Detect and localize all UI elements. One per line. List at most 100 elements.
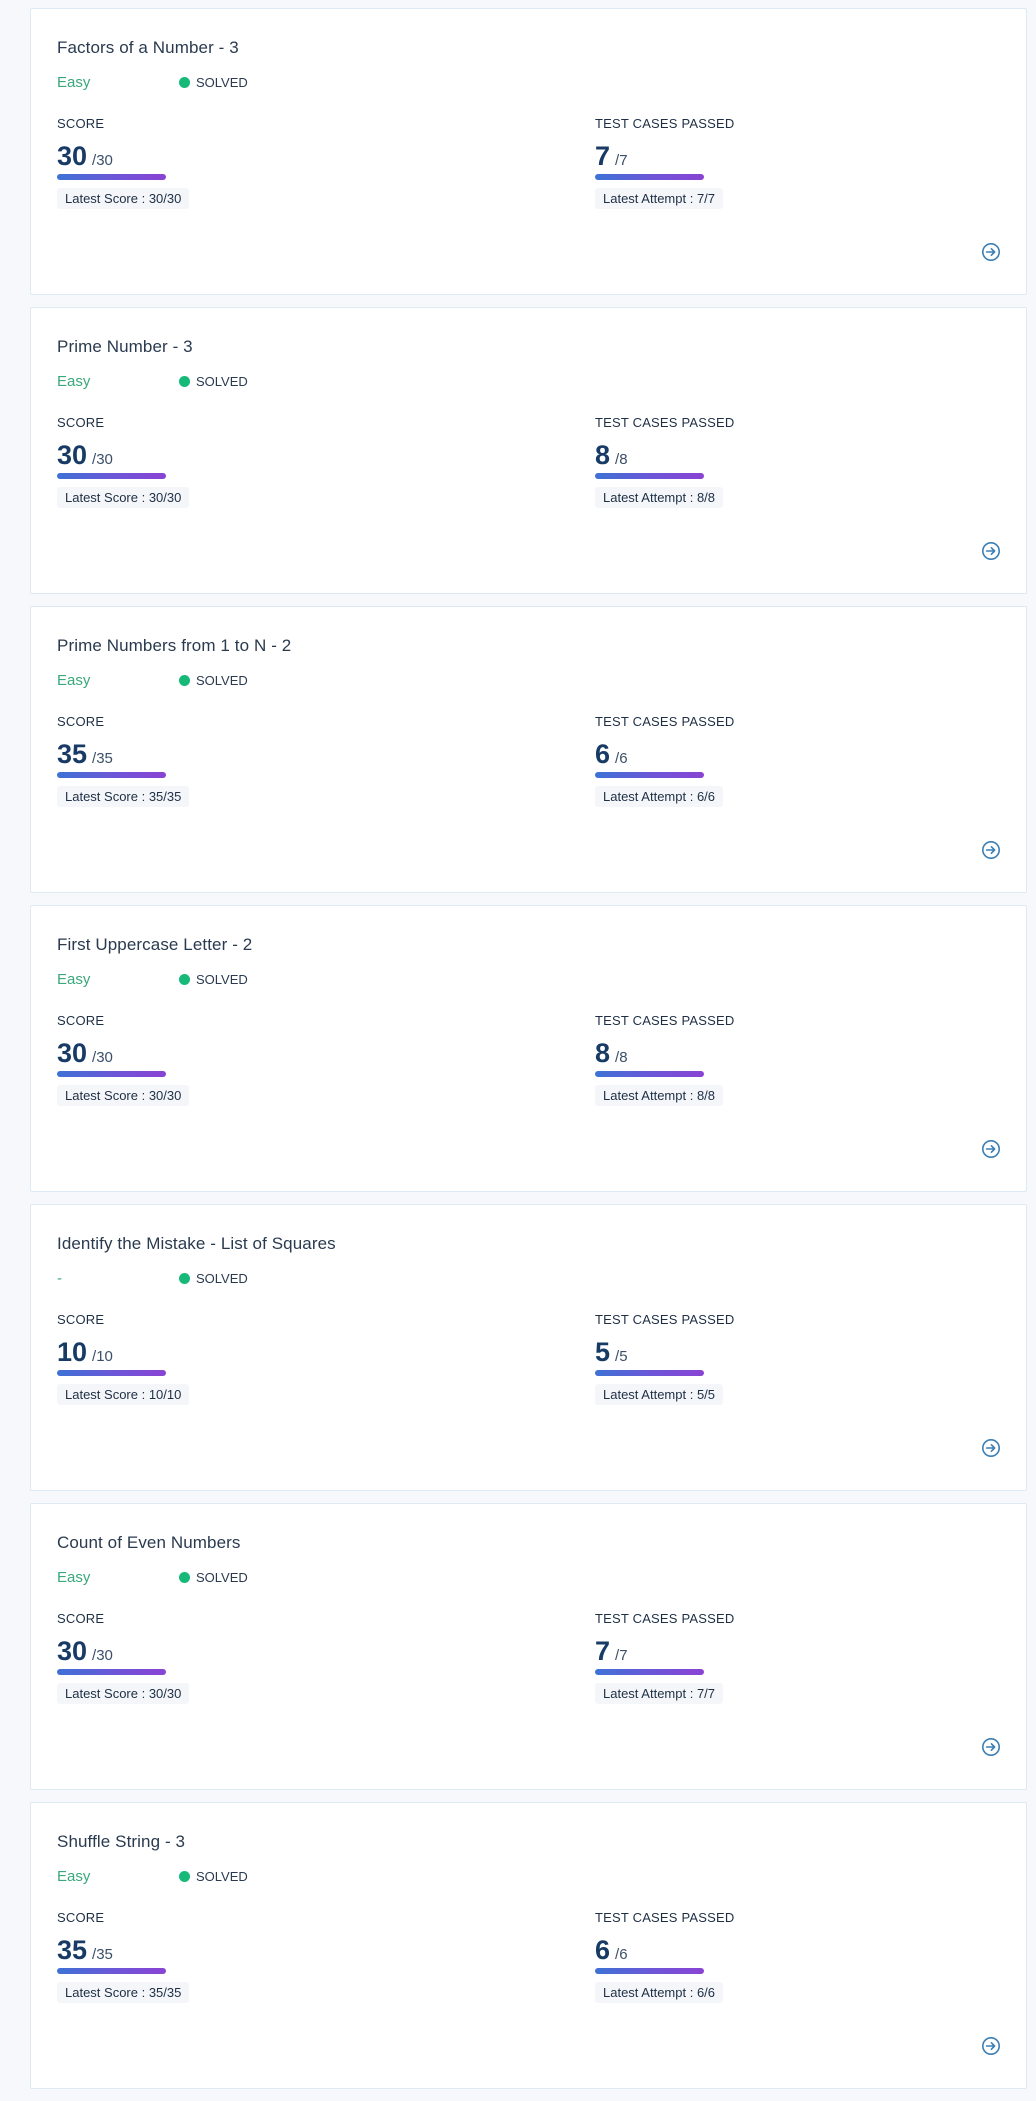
difficulty-label: Easy xyxy=(57,672,91,689)
tests-metric: TEST CASES PASSED 7 /7 Latest Attempt : … xyxy=(595,116,734,209)
arrow-circle-right-icon[interactable] xyxy=(981,1737,1001,1757)
tests-value-row: 7 /7 xyxy=(595,141,734,172)
score-metric: SCORE 35 /35 Latest Score : 35/35 xyxy=(57,714,190,807)
score-progress-bar xyxy=(57,1968,166,1974)
score-value: 35 xyxy=(57,739,88,769)
solved-dot-icon xyxy=(179,376,190,387)
status-text: SOLVED xyxy=(196,1570,248,1585)
tests-value-row: 8 /8 xyxy=(595,1038,734,1069)
score-max: /30 xyxy=(92,451,113,468)
arrow-circle-right-icon[interactable] xyxy=(981,242,1001,262)
tests-metric: TEST CASES PASSED 8 /8 Latest Attempt : … xyxy=(595,1013,734,1106)
score-value: 35 xyxy=(57,1935,88,1965)
difficulty-label: Easy xyxy=(57,74,91,91)
score-label: SCORE xyxy=(57,1013,105,1028)
tests-value-row: 6 /6 xyxy=(595,739,734,770)
difficulty-label: - xyxy=(57,1270,62,1287)
score-max: /35 xyxy=(92,750,113,767)
tests-max: /8 xyxy=(615,451,628,468)
problem-title[interactable]: Shuffle String - 3 xyxy=(57,1832,186,1851)
score-max: /10 xyxy=(92,1348,113,1365)
score-max: /30 xyxy=(92,1049,113,1066)
latest-attempt-chip: Latest Attempt : 8/8 xyxy=(595,1085,724,1106)
status-text: SOLVED xyxy=(196,1271,248,1286)
tests-metric: TEST CASES PASSED 8 /8 Latest Attempt : … xyxy=(595,415,734,508)
score-metric: SCORE 35 /35 Latest Score : 35/35 xyxy=(57,1910,190,2003)
problem-card[interactable]: Shuffle String - 3 Easy SOLVED SCORE 35 … xyxy=(30,1802,1027,2089)
latest-attempt-chip: Latest Attempt : 7/7 xyxy=(595,1683,724,1704)
problem-title[interactable]: Count of Even Numbers xyxy=(57,1533,241,1552)
tests-value-row: 6 /6 xyxy=(595,1935,734,1966)
tests-metric: TEST CASES PASSED 6 /6 Latest Attempt : … xyxy=(595,1910,734,2003)
status-badge: SOLVED xyxy=(179,1271,248,1286)
problem-title[interactable]: Prime Number - 3 xyxy=(57,337,193,356)
problem-title[interactable]: Prime Numbers from 1 to N - 2 xyxy=(57,636,292,655)
score-progress-bar xyxy=(57,1370,166,1376)
score-label: SCORE xyxy=(57,1611,105,1626)
tests-value: 8 xyxy=(595,1038,611,1068)
arrow-circle-right-icon[interactable] xyxy=(981,1139,1001,1159)
tests-progress-bar xyxy=(595,1968,704,1974)
arrow-circle-right-icon[interactable] xyxy=(981,2036,1001,2056)
score-metric: SCORE 30 /30 Latest Score : 30/30 xyxy=(57,1611,190,1704)
problem-card[interactable]: Prime Numbers from 1 to N - 2 Easy SOLVE… xyxy=(30,606,1027,893)
tests-value: 6 xyxy=(595,1935,611,1965)
latest-score-chip: Latest Score : 35/35 xyxy=(57,786,190,807)
score-metric: SCORE 30 /30 Latest Score : 30/30 xyxy=(57,415,190,508)
status-badge: SOLVED xyxy=(179,374,248,389)
score-metric: SCORE 30 /30 Latest Score : 30/30 xyxy=(57,116,190,209)
tests-progress-bar xyxy=(595,1370,704,1376)
problem-title[interactable]: First Uppercase Letter - 2 xyxy=(57,935,253,954)
tests-value-row: 5 /5 xyxy=(595,1337,734,1368)
score-progress-bar xyxy=(57,174,166,180)
solved-dot-icon xyxy=(179,1572,190,1583)
problem-card[interactable]: Factors of a Number - 3 Easy SOLVED SCOR… xyxy=(30,8,1027,295)
latest-score-chip: Latest Score : 30/30 xyxy=(57,487,190,508)
tests-value: 6 xyxy=(595,739,611,769)
solved-dot-icon xyxy=(179,974,190,985)
score-value: 30 xyxy=(57,1636,88,1666)
score-value: 10 xyxy=(57,1337,88,1367)
tests-progress-bar xyxy=(595,1669,704,1675)
tests-metric: TEST CASES PASSED 7 /7 Latest Attempt : … xyxy=(595,1611,734,1704)
difficulty-label: Easy xyxy=(57,1569,91,1586)
status-badge: SOLVED xyxy=(179,1570,248,1585)
tests-value: 5 xyxy=(595,1337,611,1367)
score-progress-bar xyxy=(57,473,166,479)
score-value: 30 xyxy=(57,440,88,470)
tests-max: /7 xyxy=(615,1647,628,1664)
tests-label: TEST CASES PASSED xyxy=(595,1013,735,1028)
tests-metric: TEST CASES PASSED 6 /6 Latest Attempt : … xyxy=(595,714,734,807)
tests-progress-bar xyxy=(595,1071,704,1077)
tests-max: /7 xyxy=(615,152,628,169)
tests-label: TEST CASES PASSED xyxy=(595,1910,735,1925)
arrow-circle-right-icon[interactable] xyxy=(981,541,1001,561)
tests-progress-bar xyxy=(595,473,704,479)
problem-title[interactable]: Factors of a Number - 3 xyxy=(57,38,239,57)
tests-label: TEST CASES PASSED xyxy=(595,116,735,131)
score-value-row: 30 /30 xyxy=(57,440,189,471)
problem-title[interactable]: Identify the Mistake - List of Squares xyxy=(57,1234,336,1253)
score-value: 30 xyxy=(57,1038,88,1068)
problem-card[interactable]: Identify the Mistake - List of Squares -… xyxy=(30,1204,1027,1491)
score-value-row: 10 /10 xyxy=(57,1337,189,1368)
tests-value: 7 xyxy=(595,1636,611,1666)
status-text: SOLVED xyxy=(196,1869,248,1884)
problem-card[interactable]: Count of Even Numbers Easy SOLVED SCORE … xyxy=(30,1503,1027,1790)
status-badge: SOLVED xyxy=(179,972,248,987)
score-progress-bar xyxy=(57,772,166,778)
score-progress-bar xyxy=(57,1669,166,1675)
problem-card[interactable]: Prime Number - 3 Easy SOLVED SCORE 30 /3… xyxy=(30,307,1027,594)
problem-card[interactable]: First Uppercase Letter - 2 Easy SOLVED S… xyxy=(30,905,1027,1192)
tests-label: TEST CASES PASSED xyxy=(595,1611,735,1626)
arrow-circle-right-icon[interactable] xyxy=(981,840,1001,860)
difficulty-label: Easy xyxy=(57,971,91,988)
difficulty-label: Easy xyxy=(57,1868,91,1885)
tests-max: /6 xyxy=(615,750,628,767)
status-badge: SOLVED xyxy=(179,1869,248,1884)
score-value-row: 35 /35 xyxy=(57,1935,189,1966)
latest-score-chip: Latest Score : 10/10 xyxy=(57,1384,190,1405)
tests-label: TEST CASES PASSED xyxy=(595,1312,735,1327)
arrow-circle-right-icon[interactable] xyxy=(981,1438,1001,1458)
latest-attempt-chip: Latest Attempt : 8/8 xyxy=(595,487,724,508)
